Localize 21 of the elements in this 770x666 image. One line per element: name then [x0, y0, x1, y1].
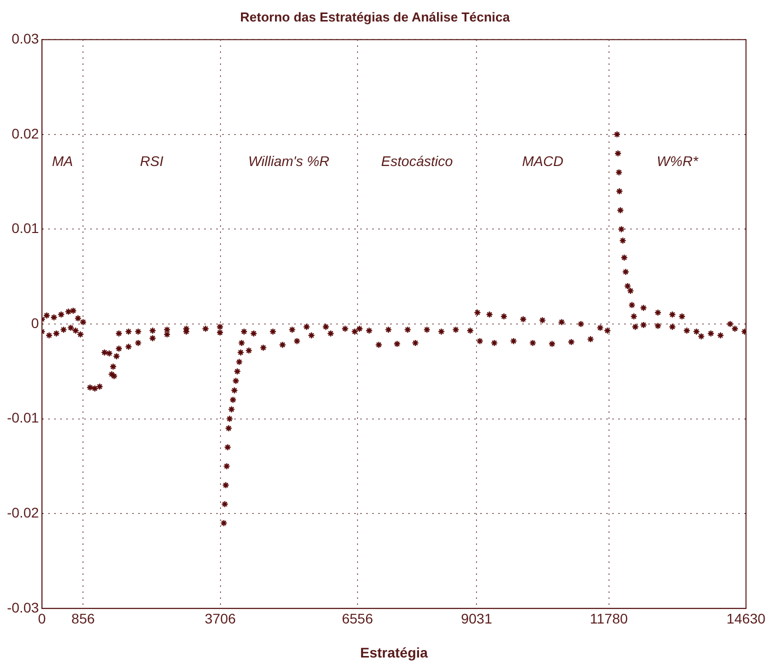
chart-title: Retorno das Estratégias de Análise Técnica: [240, 9, 511, 24]
y-tick-label: -0.02: [6, 504, 40, 520]
annotation: Estocástico: [381, 152, 453, 169]
x-tick-label: 3706: [204, 610, 236, 627]
x-axis-title: Estratégia: [360, 644, 428, 660]
y-tick-label: 0: [31, 314, 40, 331]
annotation: William's %R: [248, 152, 330, 169]
x-tick-label: 9031: [460, 610, 492, 627]
y-tick-label: -0.03: [6, 599, 40, 616]
annotation: W%R*: [656, 152, 699, 169]
annotation: MACD: [522, 152, 564, 169]
y-tick-label: 0.03: [12, 30, 40, 46]
annotation: RSI: [140, 152, 164, 169]
y-tick-label: 0.02: [12, 125, 40, 142]
y-tick-label: 0.01: [12, 220, 40, 236]
x-tick-label: 14630: [726, 610, 766, 627]
x-tick-label: 11780: [590, 610, 628, 627]
x-tick-label: 856: [71, 610, 95, 627]
x-tick-label: 6556: [342, 610, 374, 627]
annotation: MA: [52, 152, 74, 169]
y-tick-label: -0.01: [6, 410, 40, 426]
